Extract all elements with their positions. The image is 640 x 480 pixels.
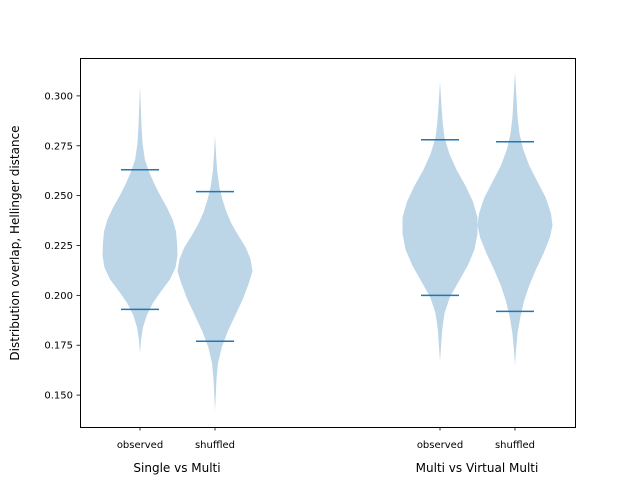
y-tick-label: 0.225 <box>44 241 73 252</box>
y-tick-label: 0.250 <box>44 191 73 202</box>
y-tick-label: 0.300 <box>44 91 73 102</box>
violin-body <box>402 81 478 362</box>
y-axis-label: Distribution overlap, Hellinger distance <box>8 125 22 360</box>
violin-body <box>177 135 253 412</box>
x-axis: observed shuffled Single vs Multi observed s… <box>117 427 539 475</box>
x-group-label: Single vs Multi <box>133 461 220 475</box>
y-axis: 0.150 0.175 0.200 0.225 0.250 0.275 0.300 <box>44 91 80 402</box>
plot-frame <box>80 58 576 428</box>
violin-body <box>102 85 178 354</box>
violin-body <box>477 72 553 366</box>
x-tick-label: shuffled <box>195 440 235 451</box>
y-tick-label: 0.200 <box>44 291 73 302</box>
violins-layer <box>102 72 553 412</box>
y-tick-label: 0.150 <box>44 391 73 402</box>
x-tick-label: shuffled <box>495 440 535 451</box>
x-tick-label: observed <box>117 440 163 451</box>
x-tick-label: observed <box>417 440 463 451</box>
y-tick-label: 0.175 <box>44 341 73 352</box>
y-tick-label: 0.275 <box>44 141 73 152</box>
x-group-label: Multi vs Virtual Multi <box>416 461 539 475</box>
